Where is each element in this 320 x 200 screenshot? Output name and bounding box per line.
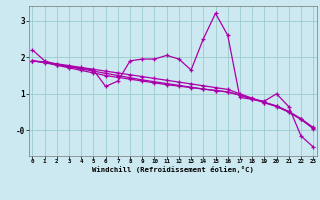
- X-axis label: Windchill (Refroidissement éolien,°C): Windchill (Refroidissement éolien,°C): [92, 166, 254, 173]
